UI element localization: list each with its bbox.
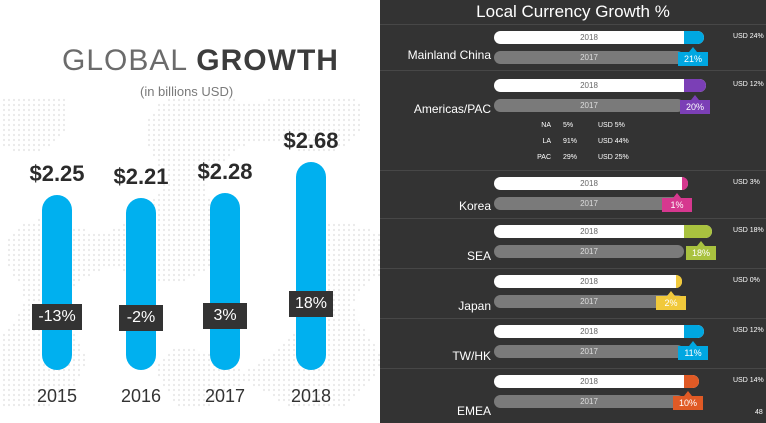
track-2018: 2018	[494, 177, 688, 190]
usd-growth-label: USD 12%	[733, 327, 764, 334]
page-number: 48	[755, 409, 763, 416]
region-row: 2018 2017 20% USD 12% Americas/PAC	[380, 70, 766, 171]
track-2018: 2018	[494, 79, 706, 92]
label-2018: 2018	[580, 179, 598, 188]
usd-growth-label: USD 18%	[733, 227, 764, 234]
track-2018: 2018	[494, 375, 699, 388]
growth-fill	[684, 375, 699, 388]
growth-pct-badge: 21%	[678, 47, 708, 66]
global-growth-year-label: 2017	[204, 386, 246, 406]
track-2018: 2018	[494, 325, 704, 338]
region-label: Mainland China	[407, 48, 491, 62]
label-2018: 2018	[580, 33, 598, 42]
usd-growth-label: USD 0%	[733, 277, 760, 284]
usd-growth-label: USD 3%	[733, 179, 760, 186]
breakdown-local-pct: 29%	[563, 154, 578, 161]
region-label: Americas/PAC	[413, 102, 491, 116]
growth-fill	[684, 225, 712, 238]
region-label: TW/HK	[452, 349, 491, 363]
label-2017: 2017	[580, 347, 598, 356]
track-2017: 2017	[494, 295, 684, 308]
global-growth-year-label: 2016	[120, 386, 162, 406]
label-2018: 2018	[580, 377, 598, 386]
global-growth-pct-badge: -2%	[119, 304, 163, 331]
global-growth-value-label: $2.68	[283, 128, 339, 153]
global-growth-year-label: 2018	[290, 386, 332, 406]
region-label: SEA	[466, 249, 491, 263]
region-label: Japan	[458, 299, 491, 313]
global-growth-year-label: 2015	[36, 386, 78, 406]
local-currency-growth-panel: Local Currency Growth % 2018 2017 21% USD 2…	[380, 0, 766, 423]
global-growth-value-label: $2.28	[197, 159, 253, 185]
breakdown-local-pct: 5%	[563, 122, 574, 129]
region-row: 2018 2017 2% USD 0% Japan	[380, 268, 766, 319]
track-2017: 2017	[494, 197, 684, 210]
growth-fill	[684, 79, 706, 92]
track-2018: 2018	[494, 31, 704, 44]
growth-fill	[684, 325, 704, 338]
region-label: Korea	[458, 199, 491, 213]
label-2018: 2018	[580, 227, 598, 236]
breakdown-local-pct: 91%	[563, 138, 578, 145]
global-growth-panel: GLOBAL GROWTH (in billions USD) $2.25 -13…	[0, 0, 380, 423]
global-growth-pct-badge: 18%	[289, 290, 333, 317]
global-growth-value-label: $2.21	[113, 164, 169, 190]
global-growth-bar	[126, 198, 156, 370]
breakdown-region: NA	[541, 122, 551, 129]
label-2018: 2018	[580, 277, 598, 286]
global-growth-value-label: $2.25	[29, 161, 85, 187]
track-2017: 2017	[494, 395, 684, 408]
label-2017: 2017	[580, 397, 598, 406]
growth-fill	[684, 31, 704, 44]
title-bold: GROWTH	[196, 44, 339, 77]
track-2018: 2018	[494, 275, 682, 288]
global-growth-bar	[210, 193, 240, 370]
label-2017: 2017	[580, 297, 598, 306]
growth-fill	[676, 275, 682, 288]
track-2018: 2018	[494, 225, 712, 238]
global-growth-title: GLOBAL GROWTH	[62, 44, 339, 78]
breakdown-usd-pct: USD 25%	[598, 154, 629, 161]
growth-pct-badge: 2%	[656, 291, 686, 310]
region-row: 2018 2017 18% USD 18% SEA	[380, 218, 766, 269]
track-2017: 2017	[494, 345, 684, 358]
growth-pct-badge: 1%	[662, 193, 692, 212]
label-2017: 2017	[580, 53, 598, 62]
global-growth-pct-badge: -13%	[32, 303, 82, 330]
label-2017: 2017	[580, 247, 598, 256]
global-growth-bar	[42, 195, 72, 370]
track-2017: 2017	[494, 51, 684, 64]
global-growth-pct-badge: 3%	[203, 302, 247, 329]
breakdown-region: PAC	[537, 154, 551, 161]
label-2018: 2018	[580, 327, 598, 336]
growth-fill	[682, 177, 688, 190]
region-row: 2018 2017 11% USD 12% TW/HK	[380, 318, 766, 369]
local-currency-growth-title: Local Currency Growth %	[476, 2, 670, 21]
region-row: 2018 2017 21% USD 24% Mainland China	[380, 24, 766, 71]
breakdown-region: LA	[542, 138, 551, 145]
region-row: 2018 2017 1% USD 3% Korea	[380, 170, 766, 219]
region-label: EMEA	[456, 404, 491, 418]
track-2017: 2017	[494, 245, 684, 258]
region-row: 2018 2017 10% USD 14% EMEA	[380, 368, 766, 423]
growth-pct-badge: 18%	[686, 241, 716, 260]
growth-pct-badge: 10%	[673, 391, 703, 410]
growth-pct-badge: 11%	[678, 341, 708, 360]
usd-growth-label: USD 24%	[733, 33, 764, 40]
global-growth-subtitle: (in billions USD)	[140, 84, 234, 99]
label-2017: 2017	[580, 199, 598, 208]
usd-growth-label: USD 12%	[733, 81, 764, 88]
usd-growth-label: USD 14%	[733, 377, 764, 384]
label-2017: 2017	[580, 101, 598, 110]
title-light: GLOBAL	[62, 44, 187, 77]
track-2017: 2017	[494, 99, 684, 112]
global-growth-bar	[296, 162, 326, 370]
growth-pct-badge: 20%	[680, 95, 710, 114]
breakdown-usd-pct: USD 5%	[598, 122, 625, 129]
label-2018: 2018	[580, 81, 598, 90]
breakdown-usd-pct: USD 44%	[598, 138, 629, 145]
